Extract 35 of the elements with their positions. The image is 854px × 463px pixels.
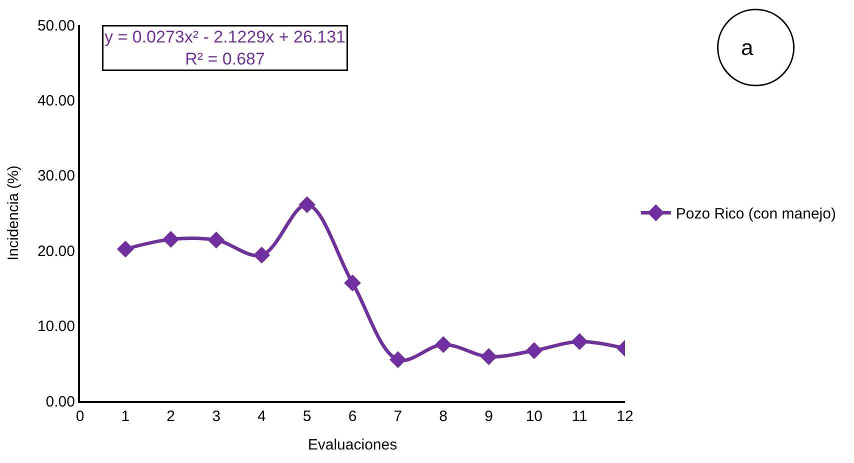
x-tick-label: 3 [212, 408, 220, 425]
point [298, 196, 316, 214]
x-tick-label: 12 [616, 408, 634, 425]
x-tick-label: 0 [76, 408, 84, 425]
point [344, 274, 361, 292]
x-tick-label: 10 [526, 408, 543, 425]
x-tick-label: 1 [121, 408, 130, 425]
x-tick-label: 2 [166, 408, 175, 425]
point [526, 342, 543, 360]
x-tick-label: 4 [258, 408, 266, 425]
x-tick-label: 11 [572, 408, 588, 425]
y-tick-label: 50.00 [37, 17, 75, 34]
x-tick-label: 7 [394, 408, 402, 425]
point [389, 351, 406, 368]
y-tick-label: 40.00 [37, 92, 75, 110]
text: a [741, 35, 754, 60]
y-tick-label: 0.00 [46, 393, 75, 410]
point [116, 240, 134, 258]
y-tick-label: 20.00 [37, 242, 75, 260]
point [434, 336, 452, 354]
x-axis-title: Evaluaciones [308, 436, 398, 454]
x-tick-label: 8 [439, 408, 448, 425]
legend-label: Pozo Rico (con manejo) [676, 206, 836, 223]
y-tick-label: 10.00 [37, 318, 75, 336]
x-tick-label: 5 [302, 408, 312, 425]
point [162, 230, 180, 248]
x-tick-label: 9 [484, 408, 493, 425]
y-axis-title: Incidencia (%) [5, 165, 22, 261]
point [253, 246, 270, 264]
y-tick-label: 30.00 [37, 168, 75, 185]
annotation: y = 0.0273x² - 2.1229x + 26.131 R² = 0.687 [104, 28, 346, 69]
point [571, 333, 588, 350]
point [208, 232, 225, 249]
point [480, 348, 498, 366]
x-tick-label: 6 [348, 408, 357, 425]
